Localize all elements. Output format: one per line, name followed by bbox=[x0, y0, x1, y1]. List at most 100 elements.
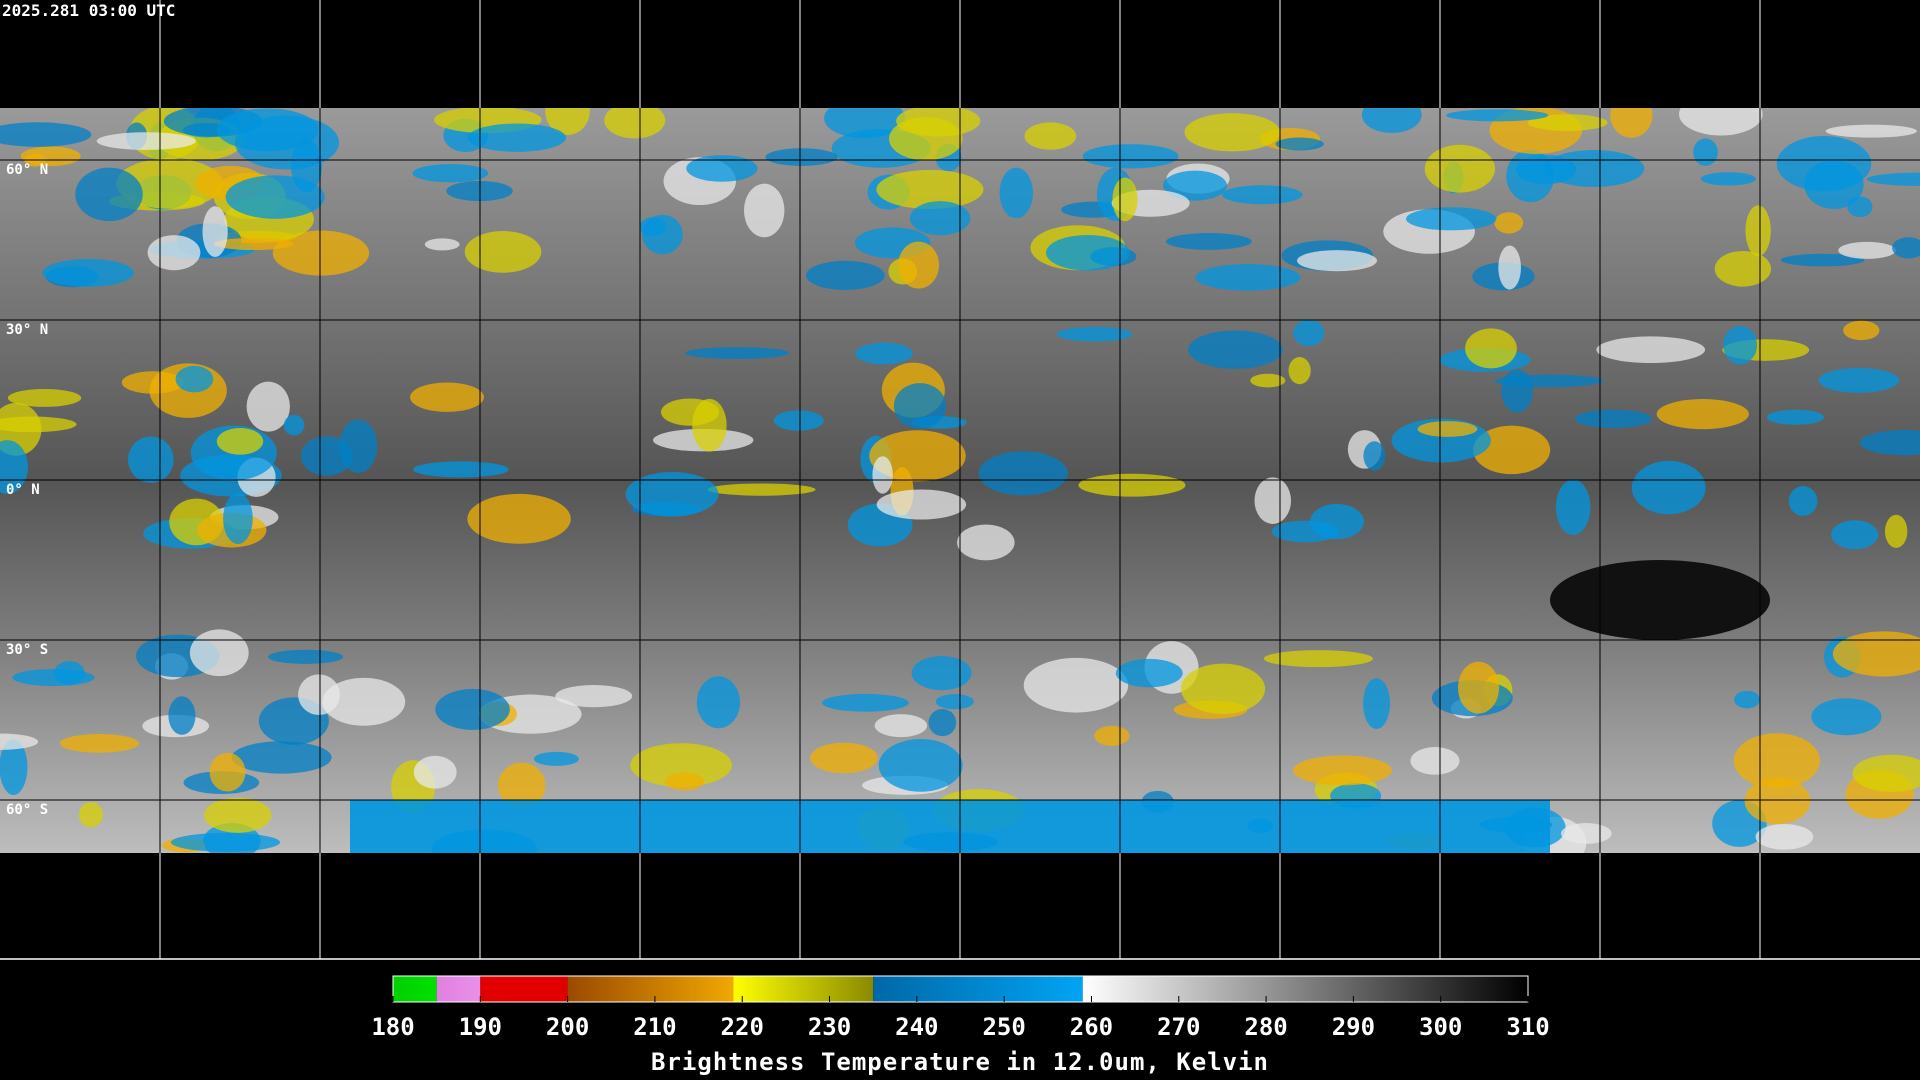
inner-grid bbox=[0, 0, 1920, 959]
cloud bbox=[412, 164, 489, 183]
cloud bbox=[1082, 144, 1179, 169]
cloud bbox=[1560, 823, 1612, 844]
cloud bbox=[1424, 144, 1496, 193]
cloud bbox=[625, 472, 719, 517]
cloud bbox=[555, 685, 633, 708]
cloud bbox=[821, 693, 909, 712]
cloud bbox=[743, 183, 785, 238]
cloud bbox=[1734, 690, 1761, 709]
cloud bbox=[1866, 172, 1920, 186]
cloud bbox=[1838, 241, 1896, 259]
cloud bbox=[1700, 172, 1756, 186]
colorbar-segment bbox=[393, 976, 437, 1002]
cloud bbox=[1275, 137, 1324, 151]
cloud bbox=[876, 169, 984, 210]
cloud bbox=[42, 258, 134, 287]
cloud bbox=[805, 260, 885, 290]
cloud bbox=[1574, 409, 1652, 429]
cloud bbox=[1832, 631, 1920, 677]
cloud bbox=[855, 342, 913, 365]
cloud bbox=[1195, 264, 1301, 291]
cloud bbox=[1361, 108, 1422, 134]
cloud bbox=[231, 741, 332, 774]
colorbar-tick-label: 210 bbox=[633, 1013, 676, 1041]
cloud bbox=[874, 714, 928, 738]
cloud bbox=[497, 762, 546, 809]
cloud bbox=[116, 158, 223, 209]
cloud bbox=[878, 738, 963, 792]
cloud bbox=[898, 241, 940, 289]
cloud bbox=[1515, 154, 1577, 185]
cloud bbox=[1180, 663, 1266, 715]
cloud bbox=[170, 832, 281, 852]
cloud-field bbox=[0, 108, 1920, 853]
cloud bbox=[935, 693, 974, 710]
colorbar-segment bbox=[1082, 976, 1528, 1002]
cloud bbox=[128, 436, 174, 483]
cloud bbox=[978, 451, 1068, 496]
cloud bbox=[1631, 460, 1706, 515]
cloud bbox=[204, 797, 272, 833]
cloud bbox=[20, 146, 81, 167]
cloud bbox=[1811, 698, 1882, 736]
cloud bbox=[1254, 477, 1292, 524]
cloud bbox=[283, 414, 305, 436]
cloud bbox=[876, 489, 967, 520]
cloud bbox=[209, 752, 246, 792]
cloud bbox=[1363, 678, 1391, 729]
cloud bbox=[216, 108, 319, 152]
cloud bbox=[773, 410, 824, 431]
cloud bbox=[1818, 367, 1900, 393]
cloud bbox=[1222, 185, 1303, 205]
cloud bbox=[893, 383, 947, 429]
cloud bbox=[1744, 777, 1811, 825]
cloud bbox=[1596, 336, 1706, 364]
cloud bbox=[692, 398, 727, 452]
cloud bbox=[467, 493, 571, 544]
cloud bbox=[202, 206, 228, 257]
cloud bbox=[1293, 755, 1392, 786]
colorbar-tick-label: 230 bbox=[808, 1013, 851, 1041]
cloud bbox=[639, 217, 666, 237]
colorbar-segment bbox=[733, 976, 874, 1002]
cloud bbox=[1263, 650, 1373, 668]
colorbar-segment bbox=[873, 976, 1083, 1002]
cloud bbox=[59, 733, 139, 753]
cloud bbox=[175, 365, 214, 393]
cloud bbox=[1163, 170, 1228, 201]
cloud bbox=[1679, 108, 1763, 136]
colorbar-segment bbox=[480, 976, 568, 1002]
cloud bbox=[664, 772, 705, 791]
cloud bbox=[696, 676, 741, 729]
cloud bbox=[1457, 661, 1500, 714]
colorbar-tick-label: 250 bbox=[982, 1013, 1025, 1041]
cloud bbox=[413, 461, 509, 478]
colorbar-tick-label: 220 bbox=[721, 1013, 764, 1041]
cloud bbox=[1363, 441, 1386, 471]
colorbar-tick-label: 190 bbox=[459, 1013, 502, 1041]
cloud bbox=[1494, 212, 1524, 234]
cloud bbox=[686, 155, 758, 182]
cloud bbox=[1250, 373, 1286, 388]
colorbar-tick-label: 200 bbox=[546, 1013, 589, 1041]
cloud bbox=[957, 524, 1015, 561]
cloud bbox=[604, 108, 666, 139]
latitude-label: 60° N bbox=[6, 162, 48, 178]
cloud bbox=[1884, 514, 1908, 548]
cloud bbox=[1045, 234, 1130, 271]
cloud bbox=[1473, 425, 1551, 475]
cloud bbox=[216, 427, 264, 455]
cloud bbox=[999, 167, 1033, 219]
cloud bbox=[1847, 196, 1873, 218]
cloud bbox=[322, 677, 406, 726]
cloud bbox=[1056, 326, 1133, 342]
colorbar-tick-label: 310 bbox=[1506, 1013, 1549, 1041]
cloud bbox=[1078, 473, 1186, 497]
cloud bbox=[909, 201, 971, 236]
cloud bbox=[147, 235, 201, 271]
cloud bbox=[1165, 233, 1252, 250]
colorbar-tick-label: 300 bbox=[1419, 1013, 1462, 1041]
cloud bbox=[0, 739, 28, 795]
cloud bbox=[1555, 479, 1591, 535]
